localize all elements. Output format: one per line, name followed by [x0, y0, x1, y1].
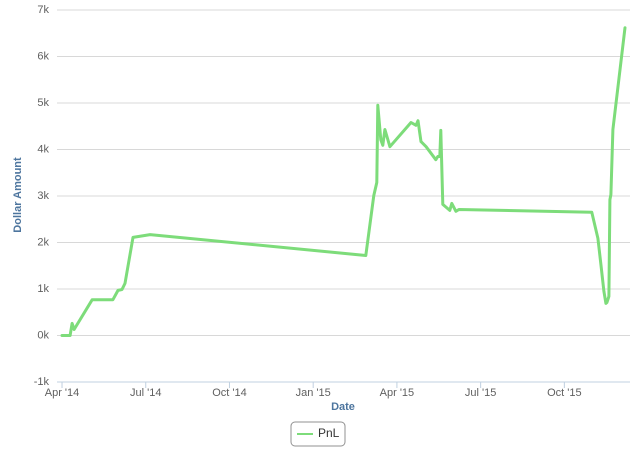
y-tick-label: 3k	[37, 190, 49, 202]
y-tick-label: -1k	[34, 376, 50, 388]
y-tick-label: 2k	[37, 236, 49, 248]
y-tick-label: 5k	[37, 97, 49, 109]
x-axis-title: Date	[331, 401, 355, 413]
y-tick-label: 7k	[37, 4, 49, 16]
y-axis-title: Dollar Amount	[12, 157, 24, 233]
legend-label[interactable]: PnL	[318, 426, 340, 440]
y-tick-label: 4k	[37, 143, 49, 155]
x-tick-label: Apr '14	[45, 387, 80, 399]
y-tick-label: 1k	[37, 283, 49, 295]
x-tick-label: Oct '14	[212, 387, 247, 399]
x-tick-label: Jul '15	[465, 387, 496, 399]
y-tick-label: 6k	[37, 50, 49, 62]
x-tick-label: Jan '15	[296, 387, 331, 399]
data-line	[60, 26, 627, 337]
x-tick-label: Apr '15	[380, 387, 415, 399]
y-tick-label: 0k	[37, 329, 49, 341]
x-tick-label: Oct '15	[547, 387, 582, 399]
legend-box[interactable]	[290, 421, 346, 447]
x-tick-label: Jul '14	[130, 387, 161, 399]
